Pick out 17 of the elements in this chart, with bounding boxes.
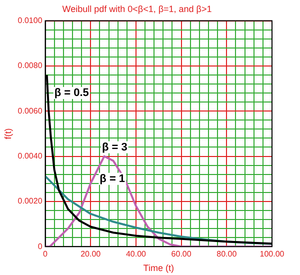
chart-title: Weibull pdf with 0<β<1, β=1, and β>1	[62, 4, 212, 14]
y-tick-label: 0.0080	[18, 61, 43, 70]
y-tick-label: 0	[38, 242, 43, 251]
y-tick-label: 0.0060	[18, 106, 43, 116]
y-tick-label: 0.0040	[18, 151, 43, 160]
annotation: β = 3	[102, 141, 128, 154]
x-tick-label: 100.00	[260, 250, 285, 259]
annotation: β = 0.5	[54, 87, 89, 100]
y-tick-label: 0.0020	[18, 196, 43, 206]
y-tick-label: 0.0100	[18, 16, 43, 26]
x-axis-title: Time (t)	[143, 263, 174, 274]
x-tick-label: 40.00	[126, 250, 147, 259]
y-axis-title: f(t)	[2, 128, 13, 140]
x-tick-label: 60.00	[171, 250, 192, 259]
x-tick-label: 80.00	[216, 250, 238, 259]
annotation: β = 1	[100, 172, 126, 185]
x-tick-label: 20.00	[80, 250, 102, 259]
